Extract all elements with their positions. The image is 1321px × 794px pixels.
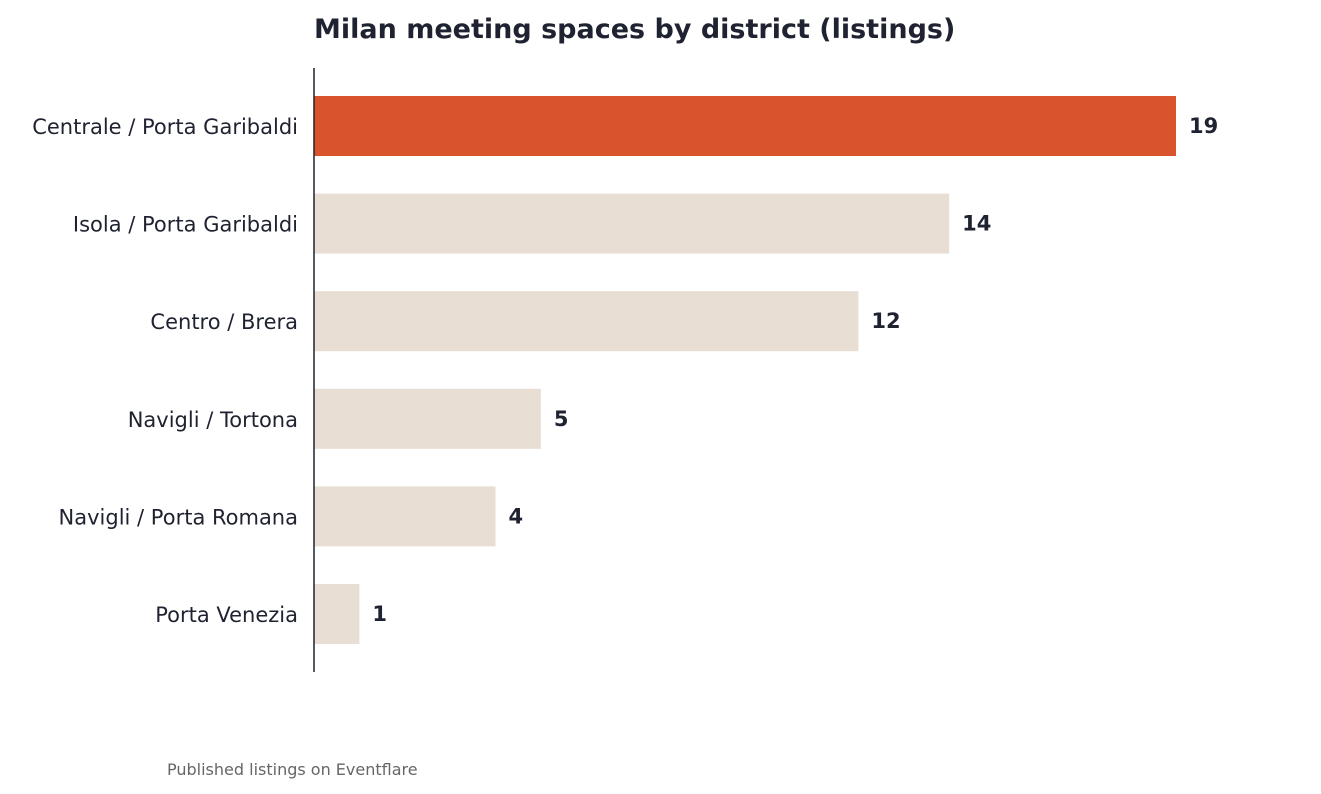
category-label-3: Navigli / Tortona xyxy=(128,408,298,432)
bars-group: Centrale / Porta Garibaldi 19 Isola / Port… xyxy=(32,96,1218,644)
bar-4 xyxy=(314,486,496,547)
category-label-1: Isola / Porta Garibaldi xyxy=(73,213,298,237)
category-label-0: Centrale / Porta Garibaldi xyxy=(32,115,298,139)
value-label-0: 19 xyxy=(1189,114,1218,138)
chart-title: Milan meeting spaces by district (listin… xyxy=(314,14,955,45)
category-label-5: Porta Venezia xyxy=(155,603,298,627)
bar-0 xyxy=(314,96,1176,156)
bar-1 xyxy=(314,193,950,254)
value-label-4: 4 xyxy=(508,504,523,528)
bar-3 xyxy=(314,388,541,449)
value-label-3: 5 xyxy=(554,407,569,431)
footnote: Published listings on Eventflare xyxy=(167,760,418,779)
bar-2 xyxy=(314,291,859,352)
category-label-4: Navigli / Porta Romana xyxy=(59,505,298,529)
value-label-1: 14 xyxy=(962,212,991,236)
value-label-2: 12 xyxy=(871,309,900,333)
bar-5 xyxy=(314,584,360,644)
category-label-2: Centro / Brera xyxy=(150,310,298,334)
value-label-5: 1 xyxy=(372,602,387,626)
